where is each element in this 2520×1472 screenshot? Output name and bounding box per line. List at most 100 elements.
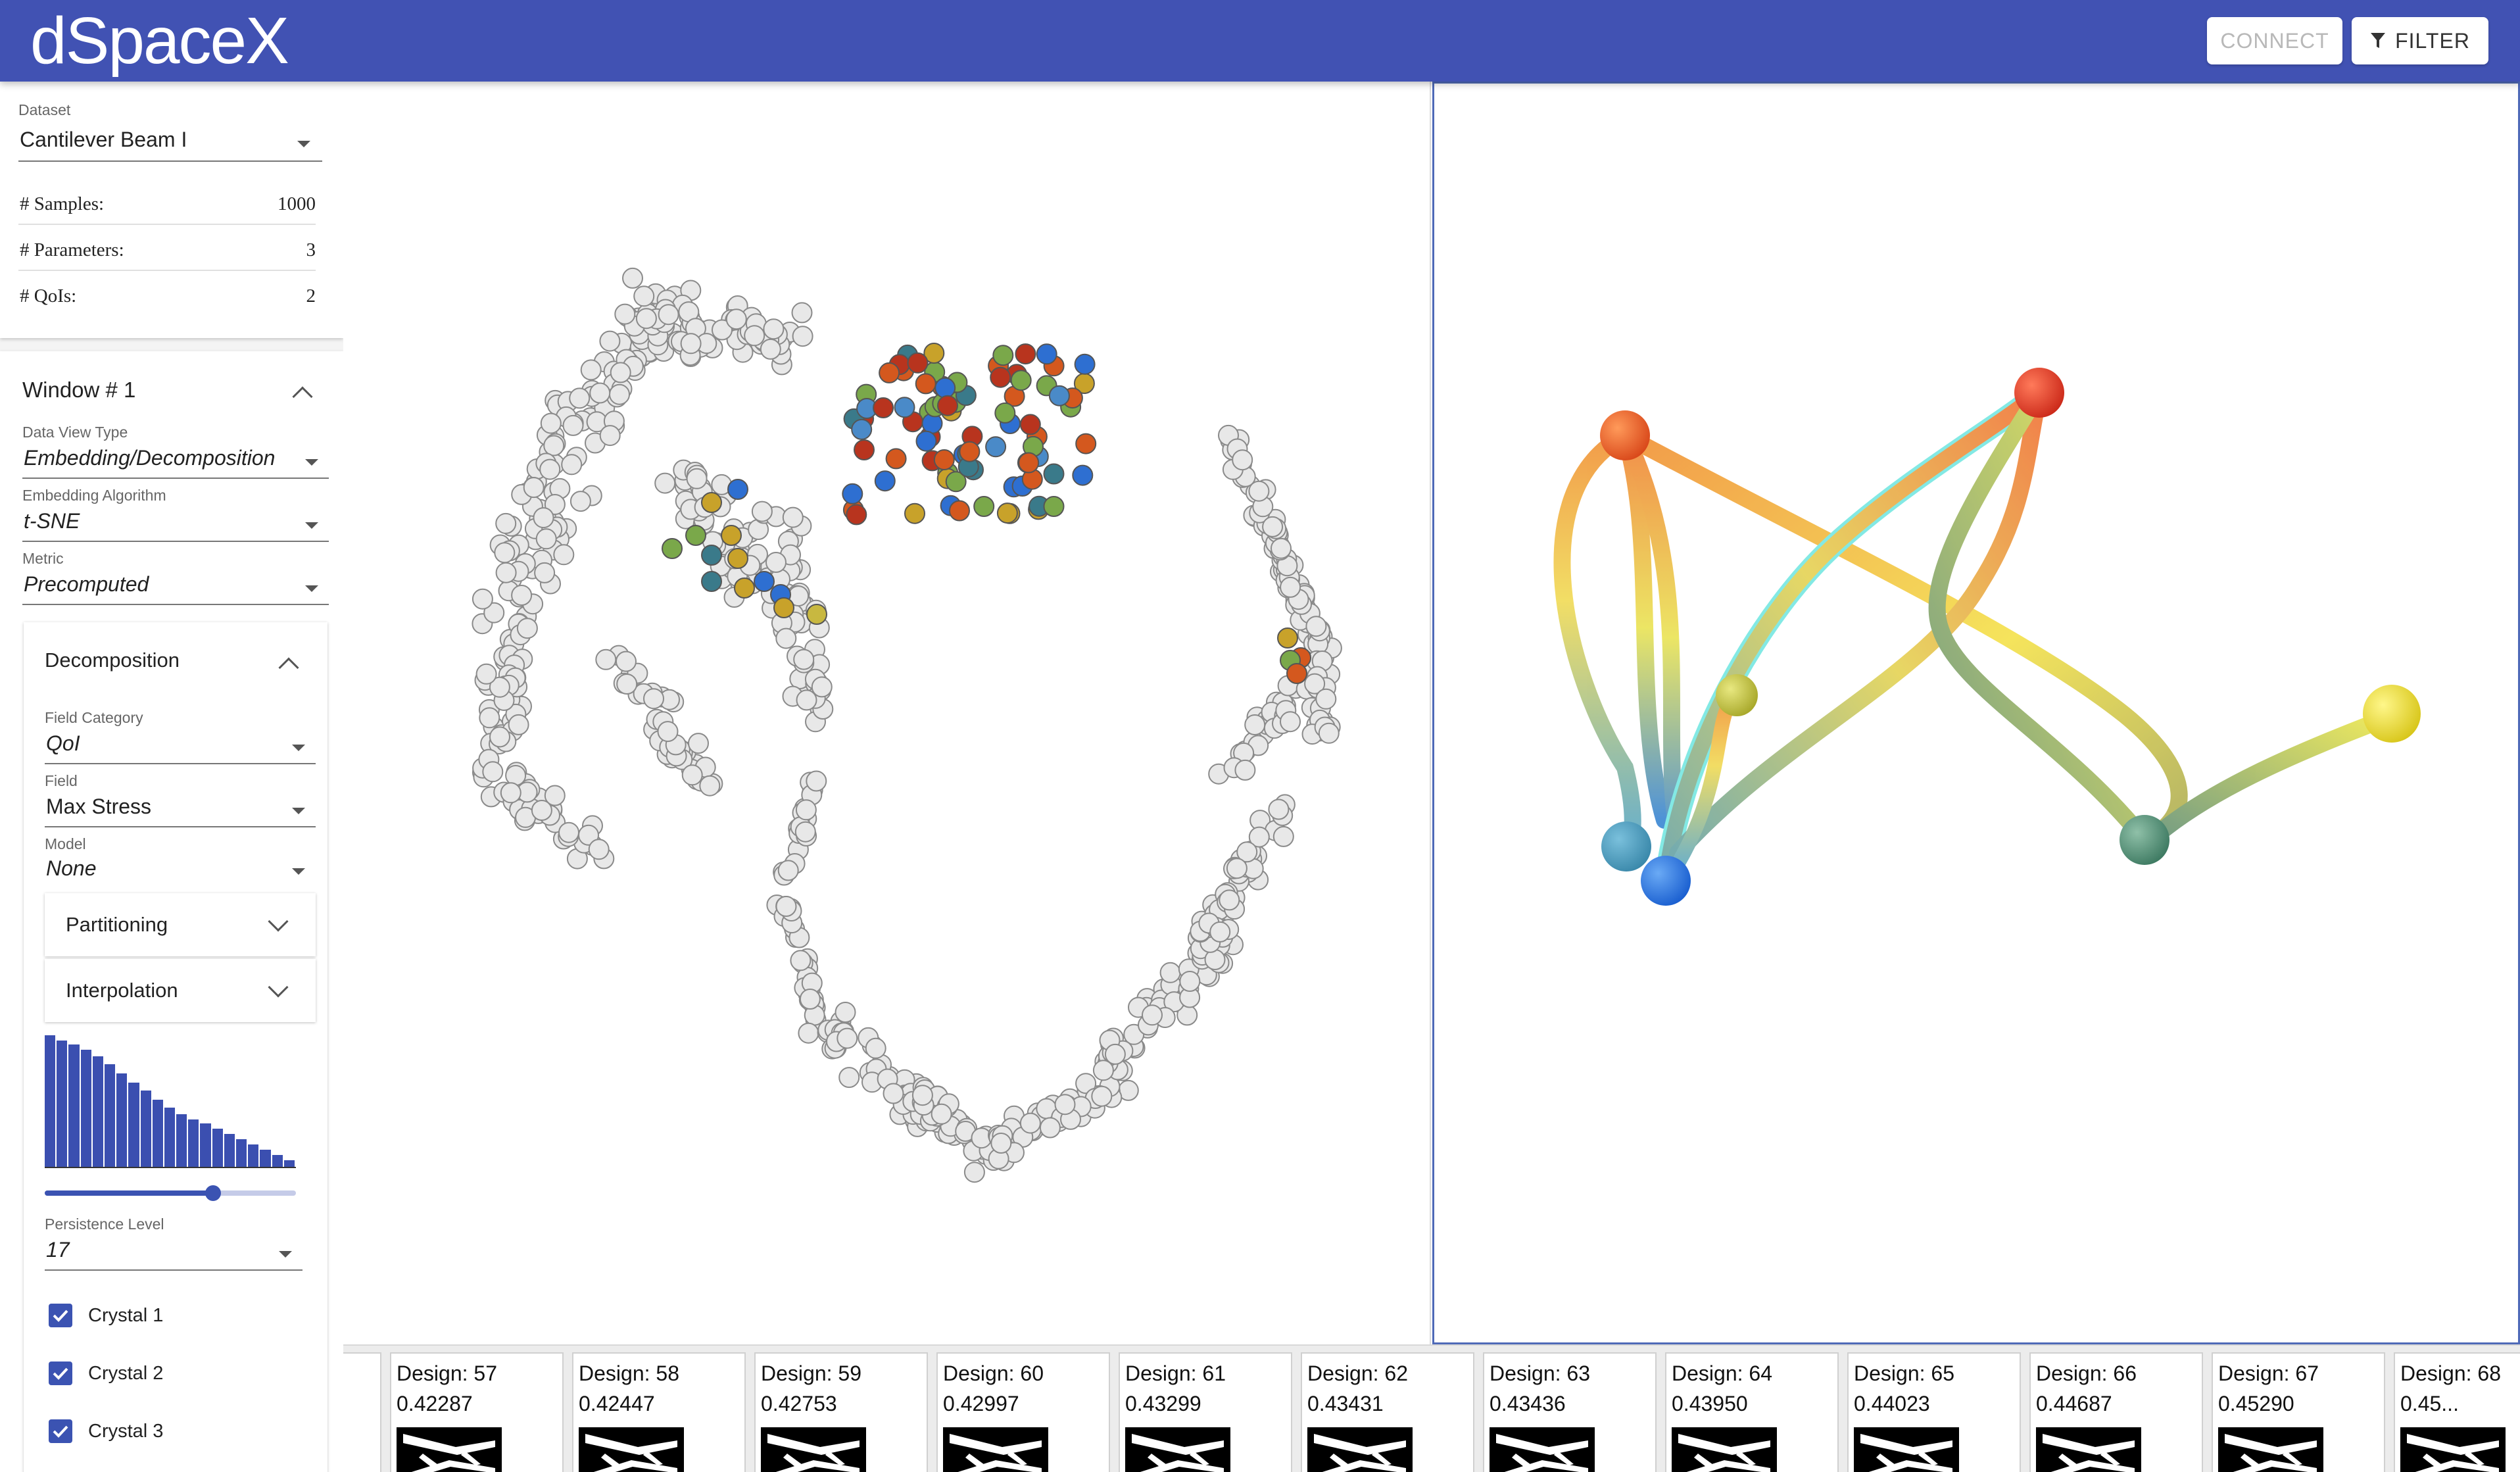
graph-node-max-orange[interactable] xyxy=(1600,410,1650,460)
sample-point[interactable] xyxy=(949,500,970,522)
sample-point[interactable] xyxy=(489,676,510,698)
sample-point[interactable] xyxy=(754,571,775,592)
sample-point[interactable] xyxy=(734,577,755,599)
sample-point[interactable] xyxy=(1219,889,1240,911)
design-card[interactable]: Design: 65 0.44023 xyxy=(1847,1352,2021,1472)
sample-point[interactable] xyxy=(727,479,748,500)
sample-point[interactable] xyxy=(654,472,676,494)
design-card[interactable]: Design: 57 0.42287 xyxy=(390,1352,564,1472)
sample-point[interactable] xyxy=(534,562,556,583)
sample-point[interactable] xyxy=(589,382,611,404)
sample-point[interactable] xyxy=(806,604,827,625)
sample-point[interactable] xyxy=(610,362,631,383)
sample-point[interactable] xyxy=(1018,452,1040,474)
design-card[interactable]: Design: 560.42089 xyxy=(343,1352,381,1472)
sample-point[interactable] xyxy=(657,721,679,743)
design-card[interactable]: Design: 68 0.45... xyxy=(2394,1352,2520,1472)
sample-point[interactable] xyxy=(505,765,527,786)
sample-point[interactable] xyxy=(688,733,709,754)
sample-point[interactable] xyxy=(1075,1073,1097,1094)
sample-point[interactable] xyxy=(798,1022,819,1044)
sample-point[interactable] xyxy=(1072,464,1094,486)
sample-point[interactable] xyxy=(990,1133,1012,1154)
sample-point[interactable] xyxy=(1159,962,1181,983)
field-select[interactable]: Max Stress xyxy=(45,789,316,829)
sample-point[interactable] xyxy=(1318,722,1340,744)
metric-select[interactable]: Precomputed xyxy=(22,567,329,606)
sample-point[interactable] xyxy=(1054,1094,1076,1116)
sample-point[interactable] xyxy=(1019,414,1041,435)
window-header[interactable]: Window # 1 xyxy=(0,351,343,430)
sample-point[interactable] xyxy=(681,764,703,786)
sample-point[interactable] xyxy=(533,507,554,529)
partitioning-panel[interactable]: Partitioning xyxy=(45,893,316,956)
sample-point[interactable] xyxy=(599,425,621,447)
design-card[interactable]: Design: 67 0.45290 xyxy=(2212,1352,2385,1472)
sample-point[interactable] xyxy=(508,714,529,735)
graph-node-green[interactable] xyxy=(2120,815,2169,865)
sample-point[interactable] xyxy=(885,448,907,470)
sample-point[interactable] xyxy=(482,761,504,783)
sample-point[interactable] xyxy=(996,503,1018,524)
persistence-slider[interactable] xyxy=(45,1183,296,1205)
sample-point[interactable] xyxy=(765,552,787,573)
sample-point[interactable] xyxy=(963,1162,985,1183)
sample-point[interactable] xyxy=(523,477,545,499)
sample-point[interactable] xyxy=(500,782,521,804)
sample-point[interactable] xyxy=(775,627,797,649)
sample-point[interactable] xyxy=(874,470,896,492)
sample-point[interactable] xyxy=(744,325,765,347)
sample-point[interactable] xyxy=(658,304,679,326)
sample-point[interactable] xyxy=(580,359,602,381)
sample-point[interactable] xyxy=(1015,343,1036,365)
graph-node-olive[interactable] xyxy=(1716,674,1758,716)
design-card[interactable]: Design: 61 0.43299 xyxy=(1119,1352,1292,1472)
filter-button[interactable]: FILTER xyxy=(2352,17,2488,64)
sample-point[interactable] xyxy=(1036,343,1057,365)
sample-point[interactable] xyxy=(959,441,981,462)
sample-point[interactable] xyxy=(894,397,915,418)
sample-point[interactable] xyxy=(763,318,785,340)
sample-point[interactable] xyxy=(992,345,1014,366)
crystal-3-checkbox-row[interactable]: Crystal 3 xyxy=(24,1405,327,1458)
sample-point[interactable] xyxy=(1280,711,1301,733)
sample-point[interactable] xyxy=(835,1002,856,1023)
sample-point[interactable] xyxy=(1104,1043,1126,1065)
sample-point[interactable] xyxy=(777,860,799,881)
sample-point[interactable] xyxy=(760,338,781,360)
sample-point[interactable] xyxy=(1305,616,1327,637)
sample-point[interactable] xyxy=(712,319,733,341)
crystal-1-checkbox-row[interactable]: Crystal 1 xyxy=(24,1289,327,1342)
sample-point[interactable] xyxy=(680,333,702,355)
sample-point[interactable] xyxy=(544,494,566,515)
sample-point[interactable] xyxy=(535,528,557,550)
persistence-level-select[interactable]: 17 xyxy=(45,1233,303,1272)
model-select[interactable]: None xyxy=(45,852,316,889)
sample-point[interactable] xyxy=(1277,627,1298,649)
sample-point[interactable] xyxy=(775,896,797,917)
sample-point[interactable] xyxy=(1236,841,1258,863)
sample-point[interactable] xyxy=(543,435,565,456)
sample-point[interactable] xyxy=(595,649,617,670)
sample-point[interactable] xyxy=(923,343,945,364)
sample-point[interactable] xyxy=(1304,673,1326,695)
sample-point[interactable] xyxy=(937,395,958,416)
sample-point[interactable] xyxy=(782,506,804,528)
checkbox[interactable] xyxy=(49,1419,72,1443)
sample-point[interactable] xyxy=(1075,433,1097,454)
graph-node-max-red[interactable] xyxy=(2014,368,2064,418)
sample-point[interactable] xyxy=(588,839,610,860)
sample-point[interactable] xyxy=(879,362,900,383)
sample-point[interactable] xyxy=(725,308,747,330)
sample-point[interactable] xyxy=(643,688,664,710)
sample-point[interactable] xyxy=(662,538,683,559)
sample-point[interactable] xyxy=(990,366,1011,388)
sample-point[interactable] xyxy=(1271,537,1292,559)
sample-point[interactable] xyxy=(838,1067,860,1089)
sample-point[interactable] xyxy=(836,1027,858,1049)
sample-point[interactable] xyxy=(799,989,821,1010)
sample-point[interactable] xyxy=(495,562,517,583)
design-card[interactable]: Design: 66 0.44687 xyxy=(2029,1352,2203,1472)
sample-point[interactable] xyxy=(1142,1004,1163,1026)
sample-point[interactable] xyxy=(842,483,863,504)
